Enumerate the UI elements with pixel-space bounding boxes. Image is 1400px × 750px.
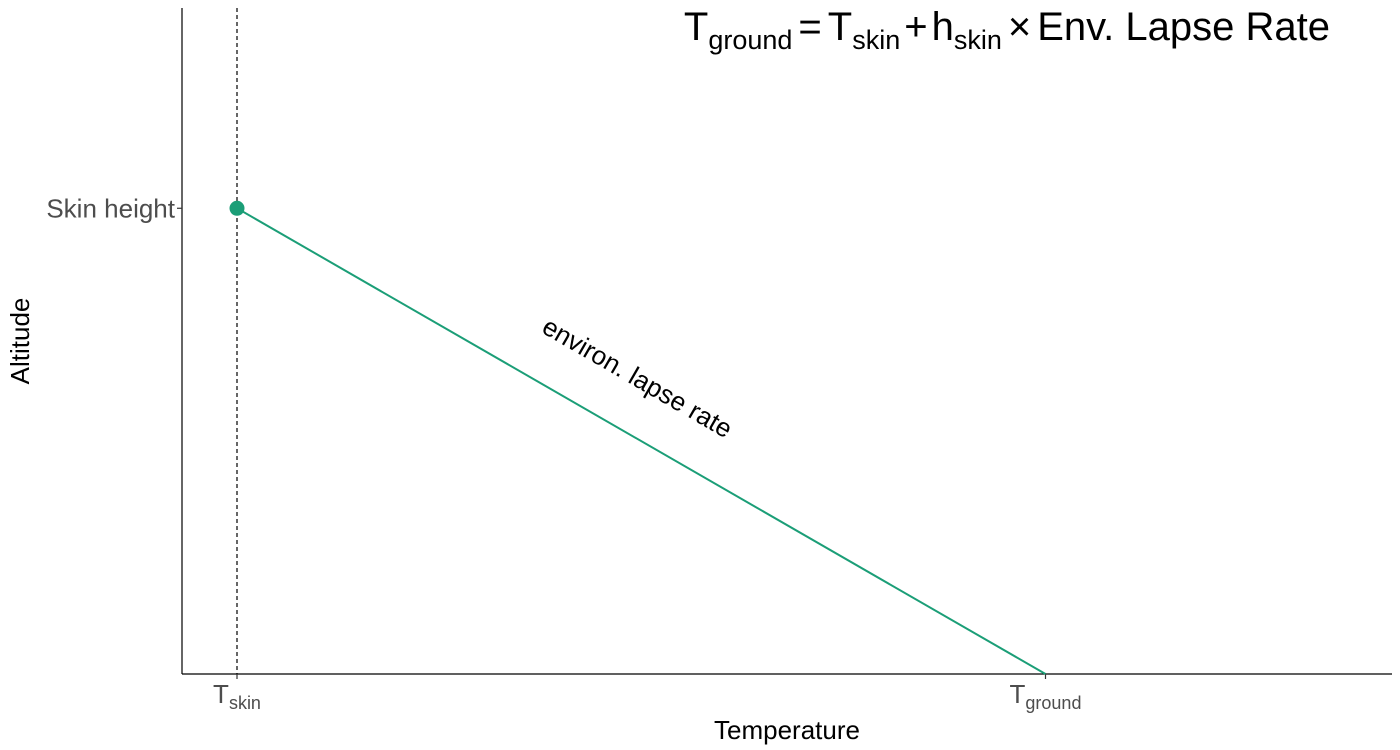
eq-times: ×	[1008, 5, 1031, 49]
eq-rest: Env. Lapse Rate	[1037, 5, 1330, 49]
x-axis-title: Temperature	[714, 715, 860, 745]
x-tick-label-0: Tskin	[213, 679, 261, 713]
eq-h: h	[932, 5, 954, 49]
y-tick-label-0: Skin height	[46, 193, 175, 223]
skin-height-point	[229, 200, 245, 216]
lapse-rate-annotation: environ. lapse rate	[537, 311, 737, 444]
lapse-rate-line	[236, 207, 1046, 675]
eq-sub-skin1: skin	[852, 25, 900, 55]
equation: Tground = Tskin + hskin × Env. Lapse Rate	[684, 5, 1330, 55]
eq-equals: =	[798, 5, 821, 49]
eq-sub-skin2: skin	[954, 25, 1002, 55]
eq-t-ground: T	[684, 5, 708, 49]
eq-sub-ground: ground	[708, 25, 792, 55]
x-tick-label-1: Tground	[1010, 679, 1082, 713]
eq-t-skin: T	[828, 5, 852, 49]
eq-plus: +	[904, 5, 927, 49]
y-axis-title: Altitude	[5, 298, 35, 385]
